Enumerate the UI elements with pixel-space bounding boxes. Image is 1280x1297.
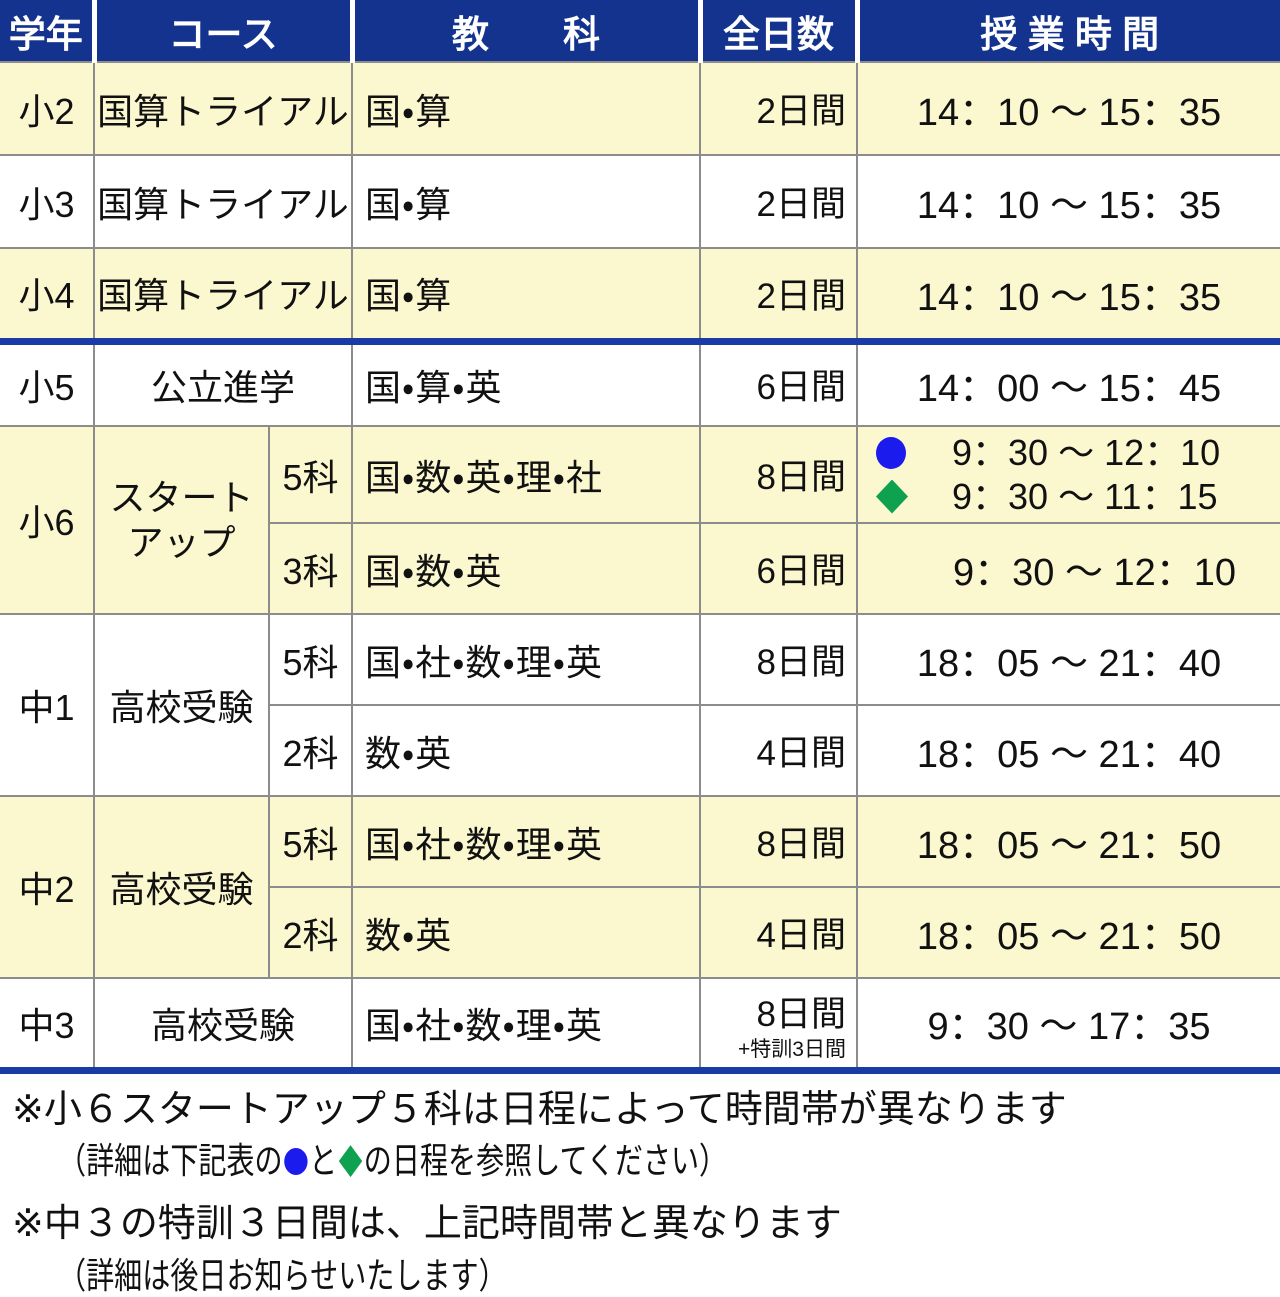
days-note: +特訓3日間: [701, 1039, 846, 1060]
course-cell: 国算トライアル: [94, 62, 352, 155]
table-header-row: 学年 コース 教 科 全日数 授 業 時 間: [0, 0, 1280, 62]
header-course: コース: [94, 0, 352, 62]
days-cell: 8日間: [700, 426, 857, 523]
sub-course-cell: 2科: [269, 705, 352, 796]
sub-course-cell: 5科: [269, 426, 352, 523]
sub-course-cell: 2科: [269, 887, 352, 978]
grade-cell: 小5: [0, 341, 94, 426]
days-cell: 8日間: [700, 614, 857, 705]
sub-course-cell: 5科: [269, 614, 352, 705]
days-cell: 4日間: [700, 705, 857, 796]
course-cell: スタート アップ: [94, 426, 269, 614]
blue-circle-icon: [284, 1148, 307, 1175]
subject-cell: 数・英: [352, 887, 700, 978]
subject-cell: 国・算: [352, 62, 700, 155]
course-cell: 高校受験: [94, 796, 269, 978]
days-cell: 8日間: [700, 796, 857, 887]
grade-cell: 小6: [0, 426, 94, 614]
time-line-diamond: 9：30 ～ 11：15: [876, 475, 1280, 519]
course-schedule-table: 学年 コース 教 科 全日数 授 業 時 間 小2 国算トライアル 国・算 2日…: [0, 0, 1280, 1074]
note-chu3-detail: （詳細は後日お知らせいたします）: [58, 1254, 1003, 1297]
time-cell: 14：10 ～ 15：35: [857, 248, 1280, 341]
sub-course-cell: 5科: [269, 796, 352, 887]
note-text: （詳細は下記表の: [58, 1140, 283, 1181]
course-cell: 高校受験: [94, 614, 269, 796]
course-cell: 公立進学: [94, 341, 352, 426]
row-chu2-5ka: 中2 高校受験 5科 国・社・数・理・英 8日間 18：05 ～ 21：50: [0, 796, 1280, 887]
header-days: 全日数: [700, 0, 857, 62]
grade-cell: 小4: [0, 248, 94, 341]
time-cell: 18：05 ～ 21：40: [857, 614, 1280, 705]
days-cell: 4日間: [700, 887, 857, 978]
time-line-circle: 9：30 ～ 12：10: [876, 431, 1280, 475]
days-cell: 6日間: [700, 341, 857, 426]
time-cell: 9：30 ～ 17：35: [857, 978, 1280, 1070]
subject-cell: 国・算: [352, 155, 700, 248]
grade-cell: 小2: [0, 62, 94, 155]
row-sho2: 小2 国算トライアル 国・算 2日間 14：10 ～ 15：35: [0, 62, 1280, 155]
time-cell: 9：30 ～ 12：10 9：30 ～ 11：15: [857, 426, 1280, 523]
row-sho6-5ka: 小6 スタート アップ 5科 国・数・英・理・社 8日間 9：30 ～ 12：1…: [0, 426, 1280, 523]
green-diamond-icon: [876, 480, 908, 514]
time-cell: 14：00 ～ 15：45: [857, 341, 1280, 426]
note-text: と: [309, 1140, 337, 1181]
subject-cell: 国・算: [352, 248, 700, 341]
time-text: 9：30 ～ 12：10: [952, 431, 1220, 475]
time-cell: 18：05 ～ 21：50: [857, 887, 1280, 978]
row-sho5: 小5 公立進学 国・算・英 6日間 14：00 ～ 15：45: [0, 341, 1280, 426]
time-text: 9：30 ～ 11：15: [952, 475, 1217, 519]
row-chu3: 中3 高校受験 国・社・数・理・英 8日間 +特訓3日間 9：30 ～ 17：3…: [0, 978, 1280, 1070]
header-subject: 教 科: [352, 0, 700, 62]
note-sho6-detail: （詳細は下記表のとの日程を参照してください）: [58, 1139, 1003, 1182]
days-cell: 6日間: [700, 523, 857, 614]
days-cell: 2日間: [700, 248, 857, 341]
subject-cell: 国・算・英: [352, 341, 700, 426]
course-cell: 高校受験: [94, 978, 352, 1070]
footnotes: ※小６スタートアップ５科は日程によって時間帯が異なります （詳細は下記表のとの日…: [0, 1074, 1280, 1297]
blue-circle-icon: [876, 437, 906, 469]
days-cell: 2日間: [700, 62, 857, 155]
subject-cell: 国・社・数・理・英: [352, 614, 700, 705]
row-sho3: 小3 国算トライアル 国・算 2日間 14：10 ～ 15：35: [0, 155, 1280, 248]
header-time: 授 業 時 間: [857, 0, 1280, 62]
time-cell: 18：05 ～ 21：50: [857, 796, 1280, 887]
course-cell: 国算トライアル: [94, 248, 352, 341]
days-cell: 2日間: [700, 155, 857, 248]
time-cell: 18：05 ～ 21：40: [857, 705, 1280, 796]
time-cell: 14：10 ～ 15：35: [857, 155, 1280, 248]
row-sho4: 小4 国算トライアル 国・算 2日間 14：10 ～ 15：35: [0, 248, 1280, 341]
course-cell: 国算トライアル: [94, 155, 352, 248]
header-grade: 学年: [0, 0, 94, 62]
subject-cell: 国・数・英・理・社: [352, 426, 700, 523]
green-diamond-icon: [339, 1145, 362, 1177]
note-chu3-tokkun: ※中３の特訓３日間は、上記時間帯と異なります: [12, 1202, 1270, 1248]
time-cell: 9：30 ～ 12：10: [857, 523, 1280, 614]
grade-cell: 中2: [0, 796, 94, 978]
time-cell: 14：10 ～ 15：35: [857, 62, 1280, 155]
subject-cell: 数・英: [352, 705, 700, 796]
note-sho6-startup: ※小６スタートアップ５科は日程によって時間帯が異なります: [12, 1088, 1270, 1134]
note-text: の日程を参照してください）: [364, 1140, 727, 1181]
subject-cell: 国・社・数・理・英: [352, 796, 700, 887]
grade-cell: 小3: [0, 155, 94, 248]
sub-course-cell: 3科: [269, 523, 352, 614]
subject-cell: 国・社・数・理・英: [352, 978, 700, 1070]
days-cell: 8日間 +特訓3日間: [700, 978, 857, 1070]
grade-cell: 中1: [0, 614, 94, 796]
days-main: 8日間: [701, 986, 846, 1037]
subject-cell: 国・数・英: [352, 523, 700, 614]
grade-cell: 中3: [0, 978, 94, 1070]
row-chu1-5ka: 中1 高校受験 5科 国・社・数・理・英 8日間 18：05 ～ 21：40: [0, 614, 1280, 705]
